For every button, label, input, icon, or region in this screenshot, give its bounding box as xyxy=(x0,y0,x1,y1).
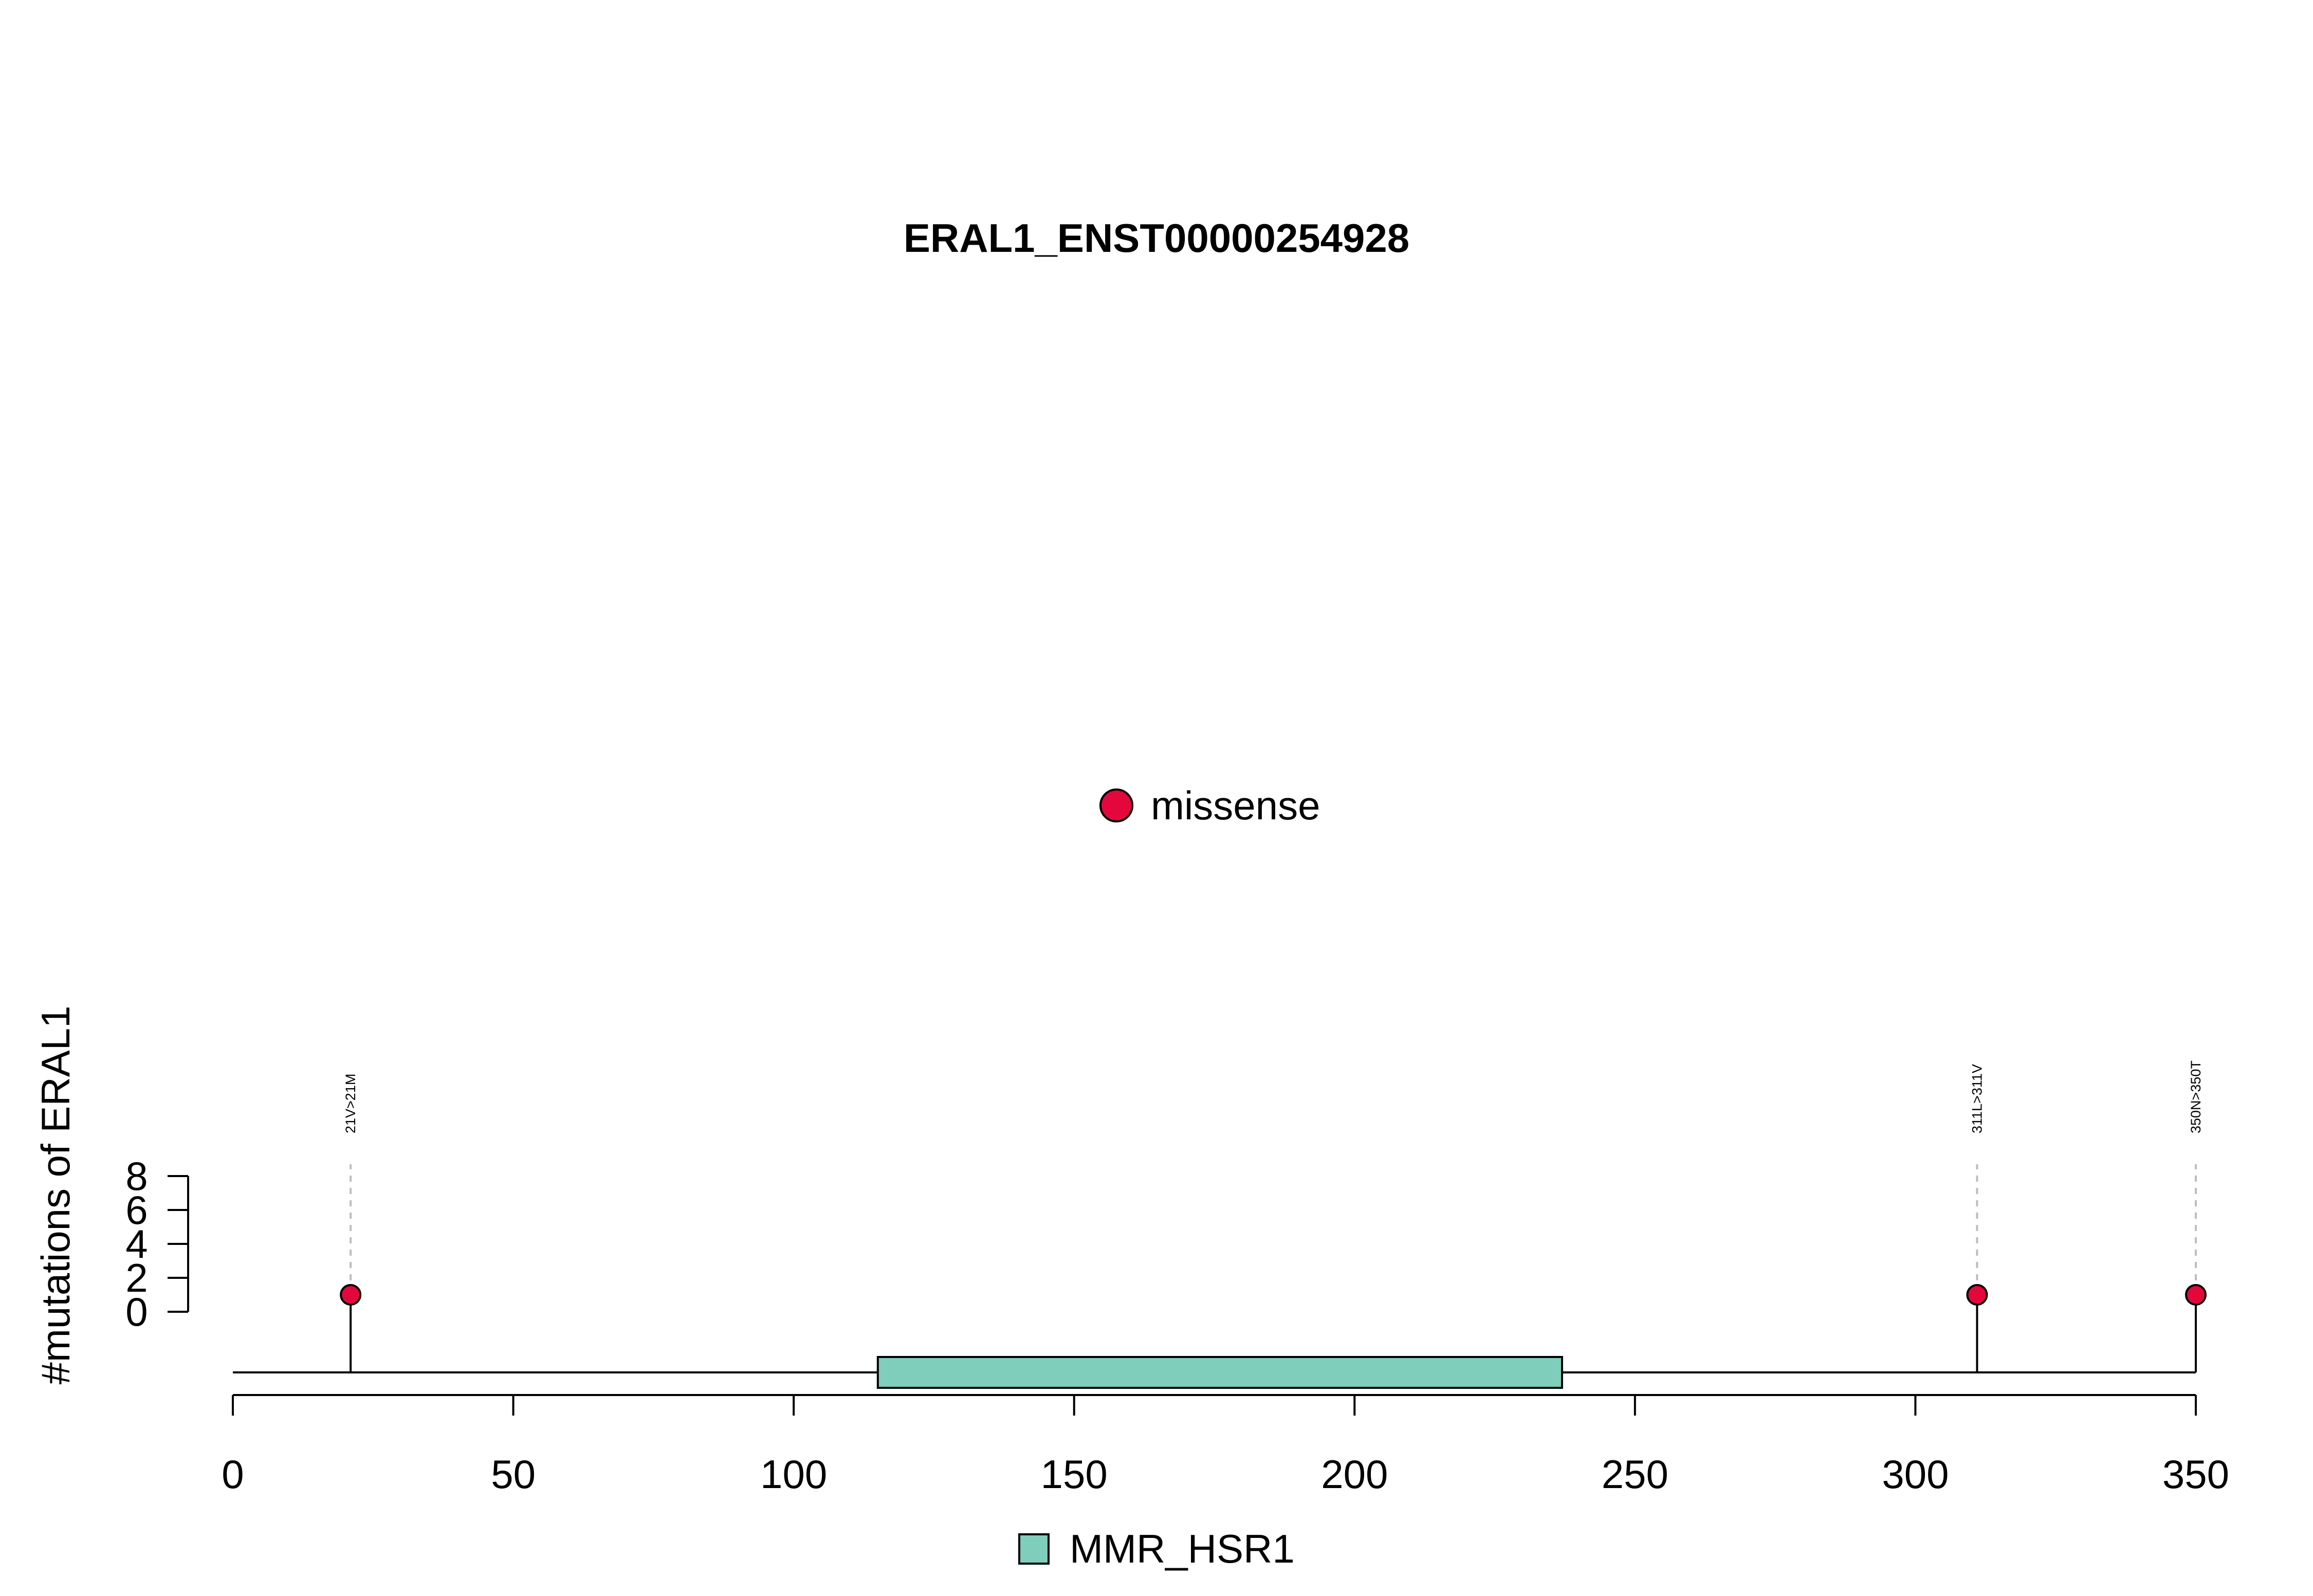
mutation-label-350: 350N>350T xyxy=(2188,1060,2204,1133)
legend-label-MMR_HSR1: MMR_HSR1 xyxy=(1070,1526,1295,1571)
lollipop-head-21 xyxy=(340,1284,362,1306)
x-tick-label-350: 350 xyxy=(2162,1452,2229,1497)
mutation-label-311: 311L>311V xyxy=(1969,1064,1985,1133)
legend-marker-missense xyxy=(1099,788,1133,822)
protein-backbone-group xyxy=(233,1356,2196,1389)
x-tick-label-300: 300 xyxy=(1882,1452,1949,1497)
lollipops: 21V>21M 311L>311V 350N>350T xyxy=(340,1060,2207,1372)
domain-MMR_HSR1 xyxy=(876,1356,1564,1389)
y-axis-label: #mutations of ERAL1 xyxy=(33,1005,78,1384)
legend-label-missense: missense xyxy=(1151,783,1320,828)
domain-legend: MMR_HSR1 xyxy=(1018,1526,1295,1571)
x-axis: 0 50 100 150 200 250 300 350 xyxy=(222,1394,2229,1497)
x-tick-label-150: 150 xyxy=(1041,1452,1108,1497)
lollipop-head-350 xyxy=(2185,1284,2207,1306)
x-tick-label-200: 200 xyxy=(1321,1452,1388,1497)
x-tick-label-50: 50 xyxy=(491,1452,536,1497)
y-tick-label-8: 8 xyxy=(125,1153,148,1199)
y-tick-label-6: 6 xyxy=(125,1187,148,1233)
y-tick-label-4: 4 xyxy=(125,1221,148,1267)
y-tick-label-0: 0 xyxy=(125,1289,148,1334)
lollipop-head-311 xyxy=(1966,1284,1988,1306)
x-tick-label-250: 250 xyxy=(1602,1452,1668,1497)
chart-title: ERAL1_ENST00000254928 xyxy=(904,215,1409,261)
mutation-label-21: 21V>21M xyxy=(343,1074,358,1133)
legend-swatch-MMR_HSR1 xyxy=(1018,1533,1050,1565)
mutation-type-legend: missense xyxy=(1099,783,1320,828)
y-tick-label-2: 2 xyxy=(125,1255,148,1300)
x-tick-label-100: 100 xyxy=(760,1452,827,1497)
x-tick-label-0: 0 xyxy=(222,1452,244,1497)
